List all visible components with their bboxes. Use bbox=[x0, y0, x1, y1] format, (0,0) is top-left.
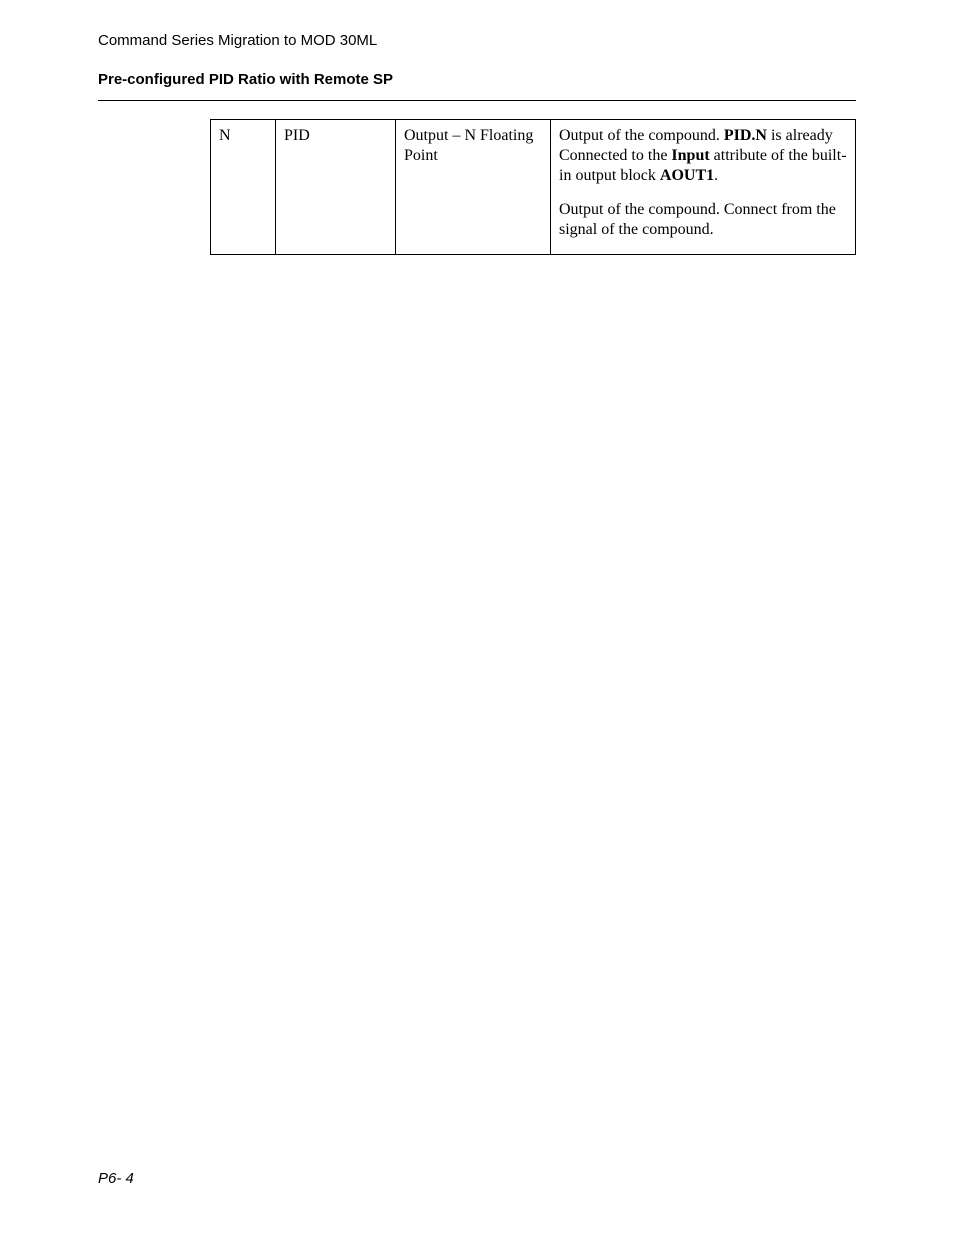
cell-description: Output of the compound. PID.N is already… bbox=[551, 120, 856, 255]
horizontal-rule bbox=[98, 100, 856, 101]
bold-term-input: Input bbox=[671, 147, 709, 164]
page-number: P6- 4 bbox=[98, 1170, 134, 1187]
cell-block: PID bbox=[276, 120, 396, 255]
content-table: N PID Output – N Floating Point Output o… bbox=[210, 119, 856, 255]
content-table-wrap: N PID Output – N Floating Point Output o… bbox=[210, 119, 855, 255]
document-page: Command Series Migration to MOD 30ML Pre… bbox=[0, 0, 954, 1235]
bold-term-pidn: PID.N bbox=[724, 127, 767, 144]
text-run: . bbox=[714, 167, 718, 184]
document-title: Command Series Migration to MOD 30ML bbox=[98, 32, 856, 49]
description-paragraph-1: Output of the compound. PID.N is already… bbox=[559, 126, 847, 186]
bold-term-aout1: AOUT1 bbox=[660, 167, 714, 184]
description-paragraph-2: Output of the compound. Connect from the… bbox=[559, 200, 847, 240]
cell-id: N bbox=[211, 120, 276, 255]
cell-attribute: Output – N Floating Point bbox=[396, 120, 551, 255]
table-row: N PID Output – N Floating Point Output o… bbox=[211, 120, 856, 255]
section-heading: Pre-configured PID Ratio with Remote SP bbox=[98, 71, 856, 88]
text-run: Output of the compound. bbox=[559, 127, 724, 144]
